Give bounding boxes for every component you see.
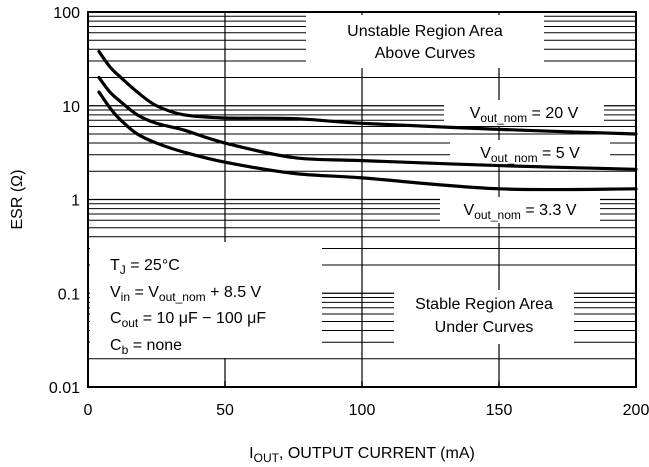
series-label-2: Vout_nom = 5 V [480, 145, 580, 165]
x-axis-title-rest: , OUTPUT CURRENT (mA) [279, 445, 475, 462]
condition-line-4: Cb = none [110, 337, 182, 357]
labels: Unstable Region Area Above Curves Stable R… [110, 23, 580, 357]
series-label-box-3 [440, 197, 600, 223]
unstable-text: Unstable Region Area Above Curves [347, 23, 503, 62]
x-axis-title: IOUT, OUTPUT CURRENT (mA) [249, 445, 475, 465]
conditions-box [90, 242, 322, 358]
condition-line-3: Cout = 10 μF − 100 μF [110, 310, 266, 330]
series-label-box-1 [444, 100, 604, 126]
y-ticks: 0.01 0.1 1 10 100 [49, 5, 80, 397]
x-tick-label: 100 [349, 402, 376, 419]
x-ticks: 0 50 100 150 200 [84, 381, 649, 419]
y-axis-title: ESR (Ω) [9, 170, 26, 230]
condition-line-1: TJ = 25°C [110, 257, 180, 277]
y-tick-label: 1 [71, 193, 80, 210]
x-tick-label: 50 [216, 402, 234, 419]
y-tick-label: 0.1 [58, 286, 80, 303]
unstable-box [306, 15, 544, 68]
y-tick-label: 100 [53, 5, 80, 22]
curves [97, 49, 638, 192]
series-line-2 [97, 75, 638, 171]
y-tick-label: 0.01 [49, 380, 80, 397]
series-label-3: Vout_nom = 3.3 V [464, 202, 577, 222]
x-tick-label: 0 [84, 402, 93, 419]
series-label-1: Vout_nom = 20 V [470, 105, 579, 125]
x-axis-title-main: I [249, 445, 253, 462]
annotation-masks [90, 15, 610, 358]
stable-text: Stable Region Area Under Curves [415, 296, 553, 336]
series-label-box-2 [450, 140, 610, 166]
x-tick-label: 150 [486, 402, 513, 419]
x-axis-title-sub: OUT [254, 451, 280, 465]
x-tick-label: 200 [623, 402, 649, 419]
series-line-1 [97, 49, 638, 136]
condition-line-2: Vin = Vout_nom + 8.5 V [110, 284, 262, 304]
series-line-3 [97, 90, 638, 192]
y-tick-label: 10 [62, 99, 80, 116]
stable-box [394, 290, 574, 344]
